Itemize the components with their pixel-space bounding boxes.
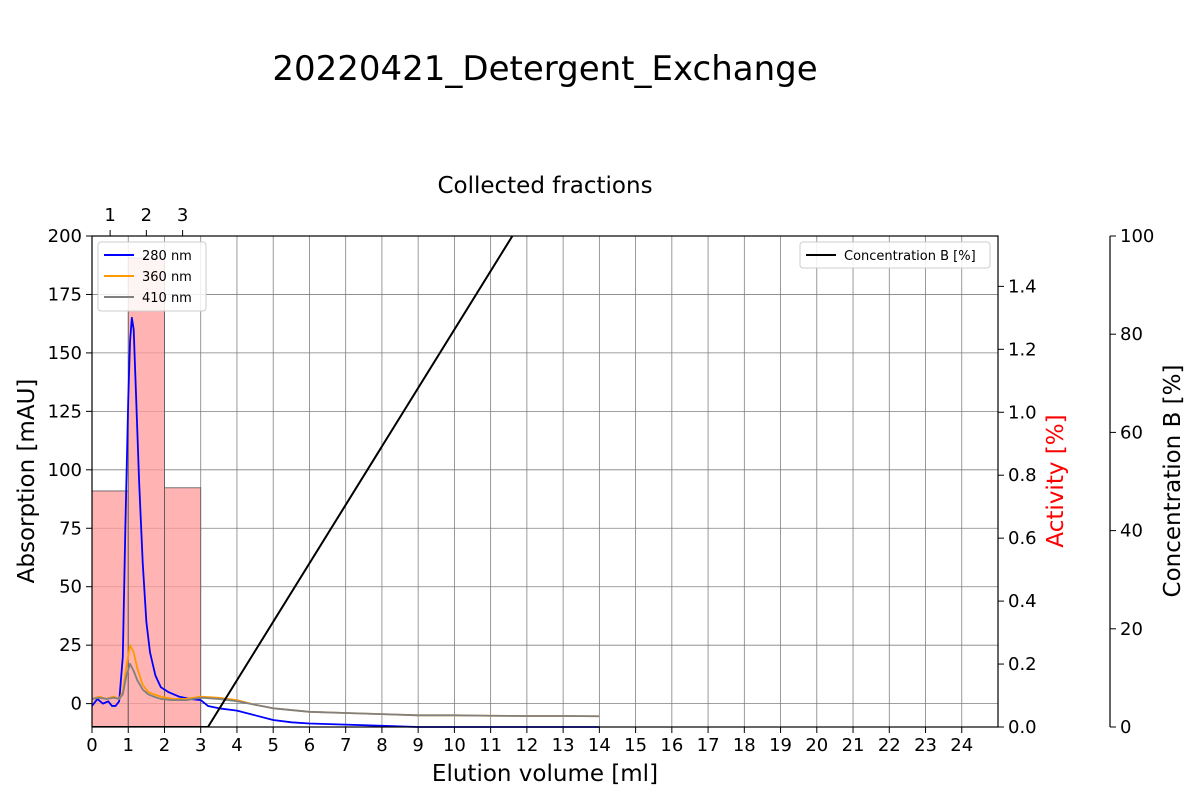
x-tick-label: 18	[733, 735, 756, 756]
x-tick-label: 6	[304, 735, 315, 756]
y3-tick-label: 40	[1120, 521, 1143, 542]
fraction-tick-label: 3	[177, 205, 188, 226]
x-tick-label: 7	[340, 735, 351, 756]
series-line-concentration	[92, 236, 514, 727]
y3-tick-label: 80	[1120, 324, 1143, 345]
y-tick-label: 200	[48, 226, 82, 247]
legend-label: 410 nm	[142, 291, 192, 306]
legend-box	[97, 241, 207, 312]
x-tick-label: 12	[515, 735, 538, 756]
y2-tick-label: 0.4	[1008, 591, 1037, 612]
plot-frame	[91, 235, 999, 728]
y2-tick-label: 1.0	[1008, 402, 1037, 423]
y2-tick-label: 0.6	[1008, 528, 1037, 549]
x-tick-label: 15	[624, 735, 647, 756]
concentration-axis-label: Concentration B [%]	[1160, 365, 1186, 598]
series-line-410-nm	[91, 662, 600, 718]
legend-absorption: 280 nm 360 nm 410 nm	[97, 241, 207, 312]
legend-concentration: Concentration B [%]	[799, 241, 991, 269]
y-tick-label: 175	[48, 284, 82, 305]
x-tick-label: 24	[950, 735, 973, 756]
activity-axis-label: Activity [%]	[1043, 414, 1069, 547]
x-axis-label: Elution volume [ml]	[432, 761, 658, 787]
y3-tick-label: 0	[1120, 717, 1131, 738]
y-tick-label: 75	[59, 518, 82, 539]
x-tick-label: 2	[159, 735, 170, 756]
fraction-tick-label: 1	[104, 205, 115, 226]
x-tick-label: 4	[231, 735, 242, 756]
x-tick-label: 3	[195, 735, 206, 756]
x-tick-label: 1	[123, 735, 134, 756]
x-tick-label: 20	[805, 735, 828, 756]
y2-tick-label: 1.2	[1008, 339, 1037, 360]
series-lines	[91, 236, 600, 728]
legend-label: 280 nm	[142, 249, 192, 264]
x-tick-label: 14	[588, 735, 611, 756]
x-tick-label: 0	[86, 735, 97, 756]
y-tick-label: 25	[59, 635, 82, 656]
x-tick-label: 9	[412, 735, 423, 756]
x-tick-label: 16	[660, 735, 683, 756]
fraction-bar	[91, 490, 129, 728]
x-tick-label: 11	[479, 735, 502, 756]
y2-tick-label: 0.0	[1008, 717, 1037, 738]
x-tick-label: 10	[443, 735, 466, 756]
y-tick-label: 125	[48, 401, 82, 422]
legend-label: Concentration B [%]	[844, 249, 976, 264]
y3-tick-label: 100	[1120, 226, 1154, 247]
grid	[91, 235, 998, 727]
x-tick-label: 8	[376, 735, 387, 756]
y-axis-label: Absorption [mAU]	[14, 379, 40, 584]
x-tick-label: 23	[914, 735, 937, 756]
y2-tick-label: 0.2	[1008, 654, 1037, 675]
fraction-bar	[164, 487, 202, 728]
y-tick-label: 0	[71, 694, 82, 715]
x-tick-label: 22	[878, 735, 901, 756]
x-tick-label: 19	[769, 735, 792, 756]
legend-box	[799, 241, 991, 269]
y-tick-label: 100	[48, 460, 82, 481]
x-tick-label: 5	[267, 735, 278, 756]
x-tick-label: 21	[842, 735, 865, 756]
y3-tick-label: 60	[1120, 422, 1143, 443]
y3-tick-label: 20	[1120, 619, 1143, 640]
y2-tick-label: 1.4	[1008, 276, 1037, 297]
fraction-tick-label: 2	[141, 205, 152, 226]
y-tick-label: 150	[48, 343, 82, 364]
axes: 0 1 2 3 4 5 6 7 8 9 10 11 12 13 14 15 16 17 18 19 20 21 22 23 24…	[48, 205, 1155, 756]
top-axis-title: Collected fractions	[437, 173, 652, 199]
y2-tick-label: 0.8	[1008, 465, 1037, 486]
fraction-bars	[91, 257, 202, 728]
y-tick-label: 50	[59, 577, 82, 598]
legend-label: 360 nm	[142, 270, 192, 285]
x-tick-label: 17	[697, 735, 720, 756]
chart-title: 20220421_Detergent_Exchange	[272, 49, 817, 89]
x-tick-label: 13	[552, 735, 575, 756]
series-line-280-nm	[91, 316, 600, 728]
